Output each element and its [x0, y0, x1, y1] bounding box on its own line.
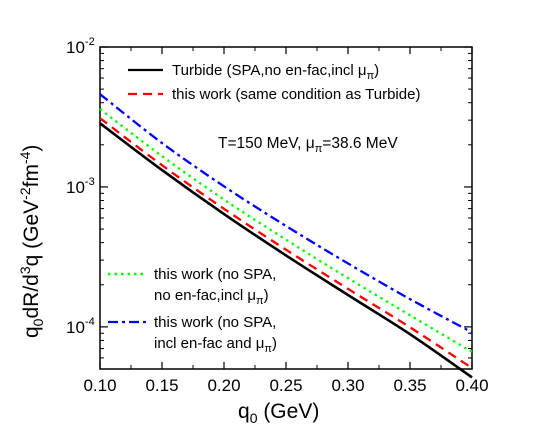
y-tick-label: 10-4 — [66, 316, 95, 337]
legend-label-no-spa-incl-enfac-line1: this work (no SPA, — [154, 314, 276, 331]
legend-label-same-condition: this work (same condition as Turbide) — [172, 86, 420, 103]
y-tick-label: 10-3 — [66, 176, 95, 197]
series-line-3 — [99, 93, 473, 334]
legend-label-no-spa-no-enfac-line1: this work (no SPA, — [154, 266, 276, 283]
x-tick-label: 0.35 — [393, 376, 426, 395]
tick-labels: 0.10 0.15 0.20 0.25 0.30 0.35 0.40 10-4 10-3 10-2 — [66, 36, 489, 395]
legend-label-no-spa-incl-enfac-line2: incl en-fac and μπ) — [154, 335, 277, 355]
condition-annotation: T=150 MeV, μπ=38.6 MeV — [218, 135, 398, 155]
x-tick-label: 0.10 — [83, 376, 116, 395]
x-tick-label: 0.25 — [269, 376, 302, 395]
x-tick-label: 0.30 — [331, 376, 364, 395]
x-tick-label: 0.15 — [145, 376, 178, 395]
legend-label-turbide: Turbide (SPA,no en-fac,incl μπ) — [172, 62, 379, 82]
x-axis-title: q0 (GeV) — [238, 400, 319, 426]
x-tick-label: 0.40 — [455, 376, 488, 395]
axis-ticks — [99, 46, 473, 370]
series-line-2 — [99, 108, 473, 353]
legend-bottom: this work (no SPA, no en-fac,incl μπ) th… — [108, 266, 277, 355]
legend-top: Turbide (SPA,no en-fac,incl μπ) this wor… — [128, 62, 420, 103]
y-tick-label: 10-2 — [66, 36, 95, 57]
x-tick-label: 0.20 — [207, 376, 240, 395]
series-lines — [99, 93, 473, 379]
legend-label-no-spa-no-enfac-line2: no en-fac,incl μπ) — [154, 287, 269, 307]
y-axis-title: q0dR/d3q (GeV-2fm-4) — [17, 145, 46, 338]
series-line-0 — [99, 122, 473, 379]
series-line-1 — [99, 117, 473, 370]
